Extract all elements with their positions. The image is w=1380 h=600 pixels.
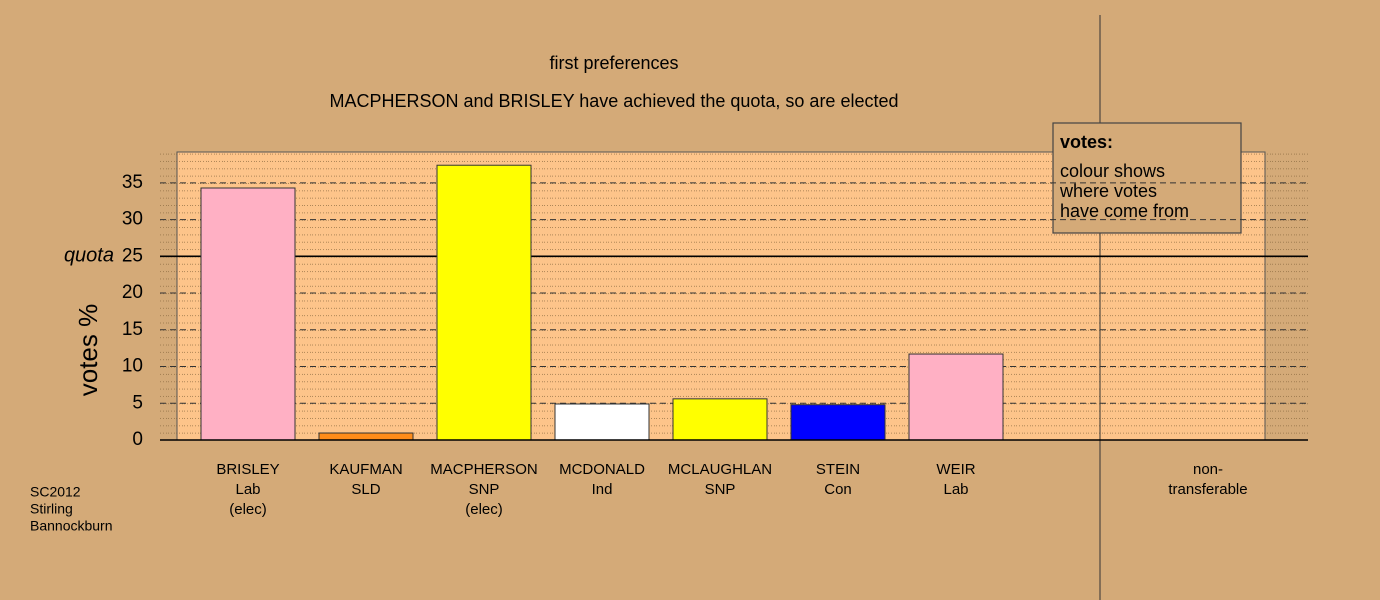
x-tick-label: BRISLEY: [216, 461, 279, 478]
y-tick-label: 20: [122, 282, 143, 303]
footer-text: Stirling: [30, 501, 73, 517]
x-tick-label: Lab: [235, 481, 260, 498]
legend-box: [1052, 122, 1242, 234]
x-tick-label: Con: [824, 481, 852, 498]
x-tick-label: Ind: [592, 481, 613, 498]
bar: [554, 403, 650, 441]
bar: [672, 398, 768, 441]
x-tick-label: MCDONALD: [559, 461, 645, 478]
x-tick-label: (elec): [229, 501, 267, 518]
legend-text: colour shows: [1060, 161, 1165, 181]
x-tick-label: MACPHERSON: [430, 461, 538, 478]
y-tick-label: 15: [122, 319, 143, 340]
bar: [436, 164, 532, 441]
legend-text: have come from: [1060, 201, 1189, 221]
x-tick-label: SLD: [351, 481, 380, 498]
y-axis-label: votes %: [73, 304, 103, 397]
y-tick-label: 25: [122, 245, 143, 266]
x-tick-label: WEIR: [936, 461, 975, 478]
chart-title: first preferences: [549, 53, 678, 73]
x-tick-label: SNP: [469, 481, 500, 498]
x-tick-label: Lab: [943, 481, 968, 498]
legend-title: votes:: [1060, 132, 1113, 152]
y-tick-label: 5: [132, 392, 143, 413]
y-tick-label: 35: [122, 172, 143, 193]
bar: [200, 187, 296, 441]
x-tick-label: STEIN: [816, 461, 860, 478]
bar: [790, 404, 886, 441]
x-tick-label: (elec): [465, 501, 503, 518]
y-tick-label: 10: [122, 356, 143, 377]
quota-label: quota: [64, 245, 114, 267]
legend-text: where votes: [1059, 181, 1157, 201]
y-tick-label: 0: [132, 429, 143, 450]
y-tick-label: 30: [122, 209, 143, 230]
bar: [908, 353, 1004, 441]
x-tick-label: KAUFMAN: [329, 461, 402, 478]
x-tick-label: SNP: [705, 481, 736, 498]
footer-text: SC2012: [30, 484, 81, 500]
x-tick-label: transferable: [1168, 481, 1247, 498]
footer-text: Bannockburn: [30, 518, 113, 534]
x-tick-label: MCLAUGHLAN: [668, 461, 772, 478]
x-tick-label: non-: [1193, 461, 1223, 478]
chart-subtitle: MACPHERSON and BRISLEY have achieved the…: [330, 91, 899, 111]
bar: [318, 432, 414, 441]
